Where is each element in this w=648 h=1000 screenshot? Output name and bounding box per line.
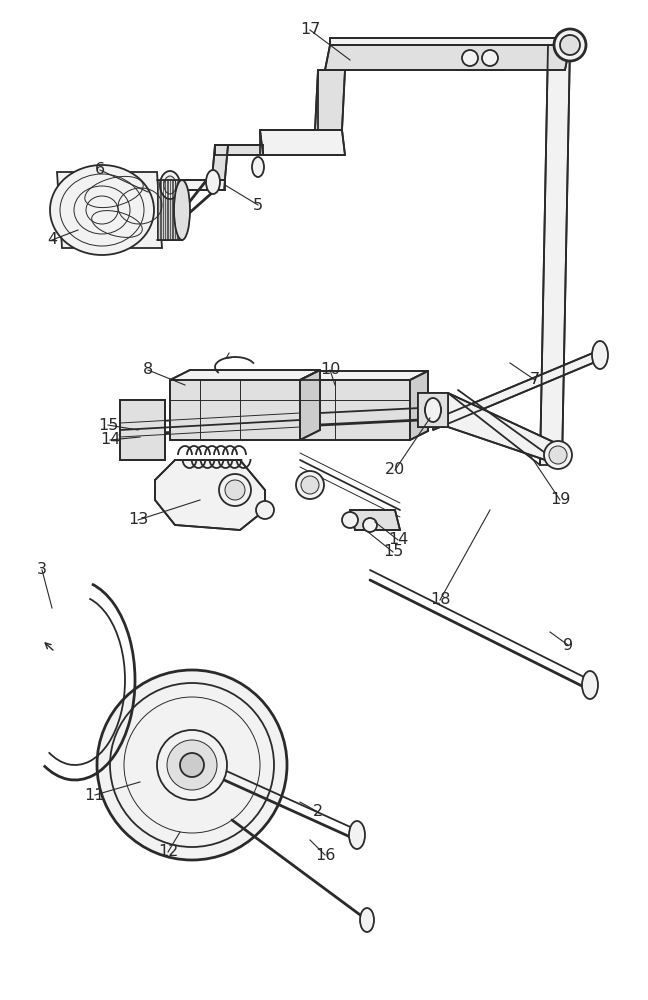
Polygon shape <box>211 145 228 190</box>
Ellipse shape <box>252 157 264 177</box>
Text: 15: 15 <box>383 544 403 560</box>
Ellipse shape <box>164 176 176 194</box>
Polygon shape <box>300 371 428 380</box>
Polygon shape <box>315 70 345 130</box>
Circle shape <box>342 512 358 528</box>
Circle shape <box>225 480 245 500</box>
Text: 18: 18 <box>430 592 450 607</box>
Circle shape <box>256 501 274 519</box>
Text: 13: 13 <box>128 512 148 528</box>
Circle shape <box>301 476 319 494</box>
Ellipse shape <box>174 180 190 240</box>
Polygon shape <box>170 370 320 380</box>
Circle shape <box>180 753 204 777</box>
Circle shape <box>554 29 586 61</box>
Polygon shape <box>260 130 345 155</box>
Text: 14: 14 <box>100 432 120 448</box>
Polygon shape <box>300 380 410 440</box>
Polygon shape <box>170 180 225 190</box>
Polygon shape <box>155 460 265 530</box>
Text: 4: 4 <box>47 232 57 247</box>
Text: 9: 9 <box>563 638 573 652</box>
Ellipse shape <box>425 398 441 422</box>
Circle shape <box>296 471 324 499</box>
Polygon shape <box>448 393 560 465</box>
Polygon shape <box>215 145 263 155</box>
Polygon shape <box>540 45 570 465</box>
Text: 17: 17 <box>300 22 320 37</box>
Ellipse shape <box>582 671 598 699</box>
Ellipse shape <box>360 908 374 932</box>
Circle shape <box>549 446 567 464</box>
Polygon shape <box>330 38 570 45</box>
Ellipse shape <box>160 171 180 199</box>
Circle shape <box>167 740 217 790</box>
Polygon shape <box>120 400 165 460</box>
Circle shape <box>110 683 274 847</box>
Polygon shape <box>418 393 448 427</box>
Text: 3: 3 <box>37 562 47 578</box>
Ellipse shape <box>50 165 154 255</box>
Circle shape <box>462 50 478 66</box>
Polygon shape <box>433 350 600 430</box>
Circle shape <box>157 730 227 800</box>
Polygon shape <box>350 510 400 530</box>
Text: 2: 2 <box>313 804 323 820</box>
Polygon shape <box>410 371 428 440</box>
Circle shape <box>544 441 572 469</box>
Ellipse shape <box>349 821 365 849</box>
Text: 8: 8 <box>143 362 153 377</box>
Text: 20: 20 <box>385 462 405 478</box>
Circle shape <box>560 35 580 55</box>
Text: 5: 5 <box>253 198 263 213</box>
Text: 11: 11 <box>85 788 105 802</box>
Circle shape <box>425 402 441 418</box>
Polygon shape <box>157 180 182 240</box>
Text: 16: 16 <box>315 848 335 862</box>
Text: 14: 14 <box>388 532 408 548</box>
Ellipse shape <box>592 341 608 369</box>
Text: 7: 7 <box>530 372 540 387</box>
Circle shape <box>482 50 498 66</box>
Text: 15: 15 <box>98 418 118 432</box>
Text: 10: 10 <box>320 362 340 377</box>
Polygon shape <box>300 370 320 440</box>
Text: 19: 19 <box>550 492 570 508</box>
Circle shape <box>97 670 287 860</box>
Text: 6: 6 <box>95 162 105 178</box>
Text: 12: 12 <box>158 844 178 859</box>
Circle shape <box>219 474 251 506</box>
Ellipse shape <box>206 170 220 194</box>
Circle shape <box>363 518 377 532</box>
Polygon shape <box>170 380 300 440</box>
Polygon shape <box>57 172 162 248</box>
Polygon shape <box>325 45 570 70</box>
